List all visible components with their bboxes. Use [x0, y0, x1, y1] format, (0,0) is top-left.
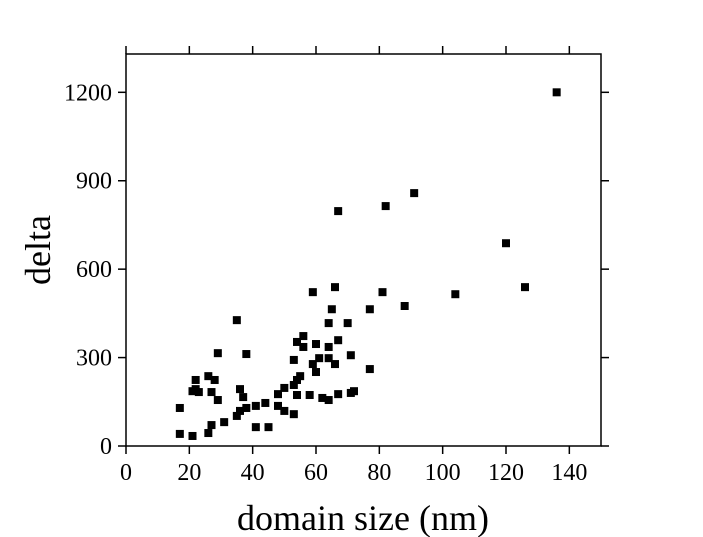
point: [289, 410, 298, 419]
point: [220, 418, 229, 427]
point: [232, 316, 241, 325]
plot-frame: [125, 53, 602, 447]
point: [204, 429, 213, 438]
point: [280, 383, 289, 392]
point: [274, 401, 282, 410]
point: [175, 403, 184, 412]
point: [365, 365, 374, 374]
point: [318, 393, 327, 402]
point: [299, 342, 308, 351]
point: [232, 411, 241, 420]
y-tick-label: 1200: [64, 80, 112, 106]
point: [289, 355, 298, 364]
point: [293, 391, 301, 400]
point: [343, 319, 352, 328]
point: [207, 388, 216, 397]
point: [312, 368, 320, 377]
point: [299, 332, 308, 341]
point: [194, 388, 203, 397]
point: [236, 406, 244, 415]
point: [242, 350, 251, 359]
x-tick-label: 120: [488, 460, 524, 486]
point: [188, 387, 197, 396]
point: [207, 421, 216, 430]
point: [264, 423, 273, 432]
point: [324, 354, 333, 363]
y-tick-label: 300: [76, 346, 112, 372]
point: [315, 354, 324, 363]
x-tick-label: 140: [551, 460, 587, 486]
point: [410, 189, 419, 198]
point: [324, 396, 333, 405]
x-tick-label: 100: [425, 460, 461, 486]
point: [191, 375, 200, 384]
y-axis-label: delta: [18, 215, 58, 285]
point: [188, 431, 197, 440]
point: [305, 391, 314, 400]
point: [331, 283, 339, 292]
point: [274, 390, 282, 399]
x-tick-label: 20: [177, 460, 201, 486]
x-tick-label: 40: [241, 460, 265, 486]
point: [293, 337, 301, 346]
point: [296, 372, 305, 381]
x-tick-label: 80: [367, 460, 391, 486]
point: [324, 342, 333, 351]
y-tick-label: 0: [100, 434, 112, 460]
point: [331, 360, 339, 369]
y-tick-label: 900: [76, 169, 112, 195]
point: [175, 429, 184, 438]
x-tick-label: 0: [120, 460, 132, 486]
point: [552, 88, 561, 97]
point: [261, 398, 270, 407]
point: [213, 349, 222, 358]
x-tick-label: 60: [304, 460, 328, 486]
point: [210, 375, 219, 384]
point: [400, 302, 409, 310]
point: [289, 380, 298, 389]
point: [324, 319, 333, 328]
point: [242, 403, 251, 412]
point: [346, 351, 355, 360]
point: [451, 290, 460, 299]
point: [327, 305, 336, 314]
point: [308, 360, 317, 369]
point: [365, 305, 374, 314]
x-axis-label: domain size (nm): [237, 498, 489, 537]
point: [213, 396, 222, 405]
point: [521, 283, 529, 292]
point: [236, 385, 244, 394]
point: [502, 239, 510, 248]
point: [312, 340, 320, 349]
point: [204, 372, 213, 381]
point: [334, 336, 343, 345]
point: [239, 393, 248, 402]
y-tick-label: 600: [76, 257, 112, 283]
point: [308, 288, 317, 297]
point: [378, 288, 387, 297]
point: [334, 390, 343, 399]
point: [251, 423, 260, 432]
point: [251, 401, 260, 410]
point: [381, 202, 390, 211]
point: [346, 388, 355, 397]
point: [334, 207, 343, 216]
point: [280, 406, 289, 415]
